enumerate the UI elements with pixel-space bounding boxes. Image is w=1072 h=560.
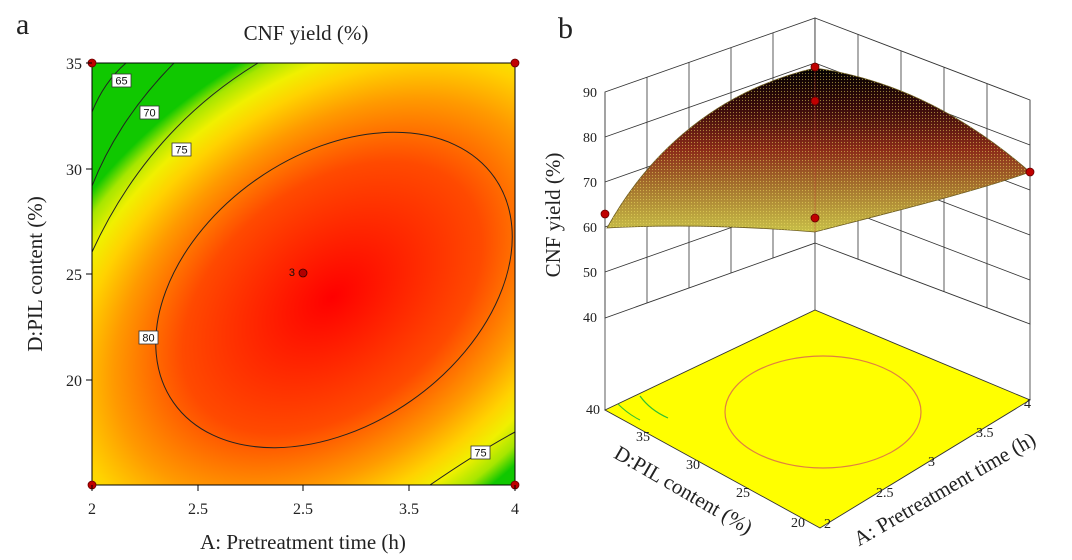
surface-design-point xyxy=(810,96,820,106)
d-tick-label: 40 xyxy=(586,403,600,418)
z-axis-label: CNF yield (%) xyxy=(541,153,565,278)
design-point xyxy=(510,58,520,68)
contour-line-75-upper xyxy=(91,62,259,253)
z-tick-label: 80 xyxy=(583,131,597,146)
surface-design-point xyxy=(810,62,820,72)
contour-plot-area: 65 70 75 80 75 3 xyxy=(87,58,520,490)
contour-label-75: 75 xyxy=(171,142,192,157)
x-tick-label: 2.5 xyxy=(188,501,208,518)
a-tick-label: 4 xyxy=(1024,397,1031,412)
surface-design-point xyxy=(810,213,820,223)
z-axis: 40 50 60 70 80 90 CNF yield (%) xyxy=(541,86,597,326)
surface-floor xyxy=(604,243,1031,529)
z-tick-label: 40 xyxy=(583,311,597,326)
contour-label-75b: 75 xyxy=(470,445,491,460)
contour-title: CNF yield (%) xyxy=(244,21,369,45)
x-tick-label: 2.5 xyxy=(293,501,313,518)
y-tick-label: 35 xyxy=(66,56,82,73)
z-tick-label: 90 xyxy=(583,86,597,101)
surface-plot-panel: b xyxy=(541,12,1040,551)
floor-contour xyxy=(617,403,641,421)
contour-plot-panel: a CNF yield (%) 65 70 75 xyxy=(16,8,520,554)
svg-text:65: 65 xyxy=(115,76,127,88)
svg-text:80: 80 xyxy=(142,333,154,345)
svg-text:70: 70 xyxy=(143,108,155,120)
center-design-point xyxy=(298,268,308,278)
response-surface xyxy=(600,62,1035,233)
d-tick-label: 35 xyxy=(636,430,650,445)
contour-label-70: 70 xyxy=(139,105,160,120)
panel-letter-a: a xyxy=(16,8,29,41)
d-tick-label: 30 xyxy=(686,458,700,473)
panel-letter-b: b xyxy=(558,12,573,45)
x-tick-label: 4 xyxy=(511,501,519,518)
z-tick-label: 50 xyxy=(583,266,597,281)
y-axis: 35 30 25 20 D:PIL content (%) xyxy=(23,56,92,390)
a-tick-label: 2.5 xyxy=(876,486,894,501)
contour-label-80: 80 xyxy=(138,330,159,345)
a-tick-label: 3 xyxy=(928,455,935,470)
surface-design-point xyxy=(1025,167,1035,177)
a-tick-label: 3.5 xyxy=(976,426,994,441)
d-tick-label: 20 xyxy=(791,516,805,531)
contour-line-65 xyxy=(91,62,127,113)
x-axis-label: A: Pretreatment time (h) xyxy=(200,530,406,554)
x-axis: 2 2.5 2.5 3.5 4 A: Pretreatment time (h) xyxy=(88,485,519,554)
y-tick-label: 25 xyxy=(66,267,82,284)
svg-text:75: 75 xyxy=(175,145,187,157)
contour-label-65: 65 xyxy=(111,73,132,88)
d-tick-label: 25 xyxy=(736,486,750,501)
contour-line-80 xyxy=(155,131,513,449)
x-tick-label: 3.5 xyxy=(399,501,419,518)
a-tick-label: 2 xyxy=(824,517,831,532)
center-point-label: 3 xyxy=(289,267,295,279)
floor-contour xyxy=(639,395,669,419)
y-tick-label: 20 xyxy=(66,373,82,390)
floor-contour xyxy=(724,355,922,469)
z-tick-label: 60 xyxy=(583,221,597,236)
surface-design-point xyxy=(600,209,610,219)
x-tick-label: 2 xyxy=(88,501,96,518)
y-tick-label: 30 xyxy=(66,162,82,179)
y-axis-label: D:PIL content (%) xyxy=(23,196,47,352)
svg-text:75: 75 xyxy=(474,448,486,460)
contour-line-70 xyxy=(91,62,175,187)
z-tick-label: 70 xyxy=(583,176,597,191)
